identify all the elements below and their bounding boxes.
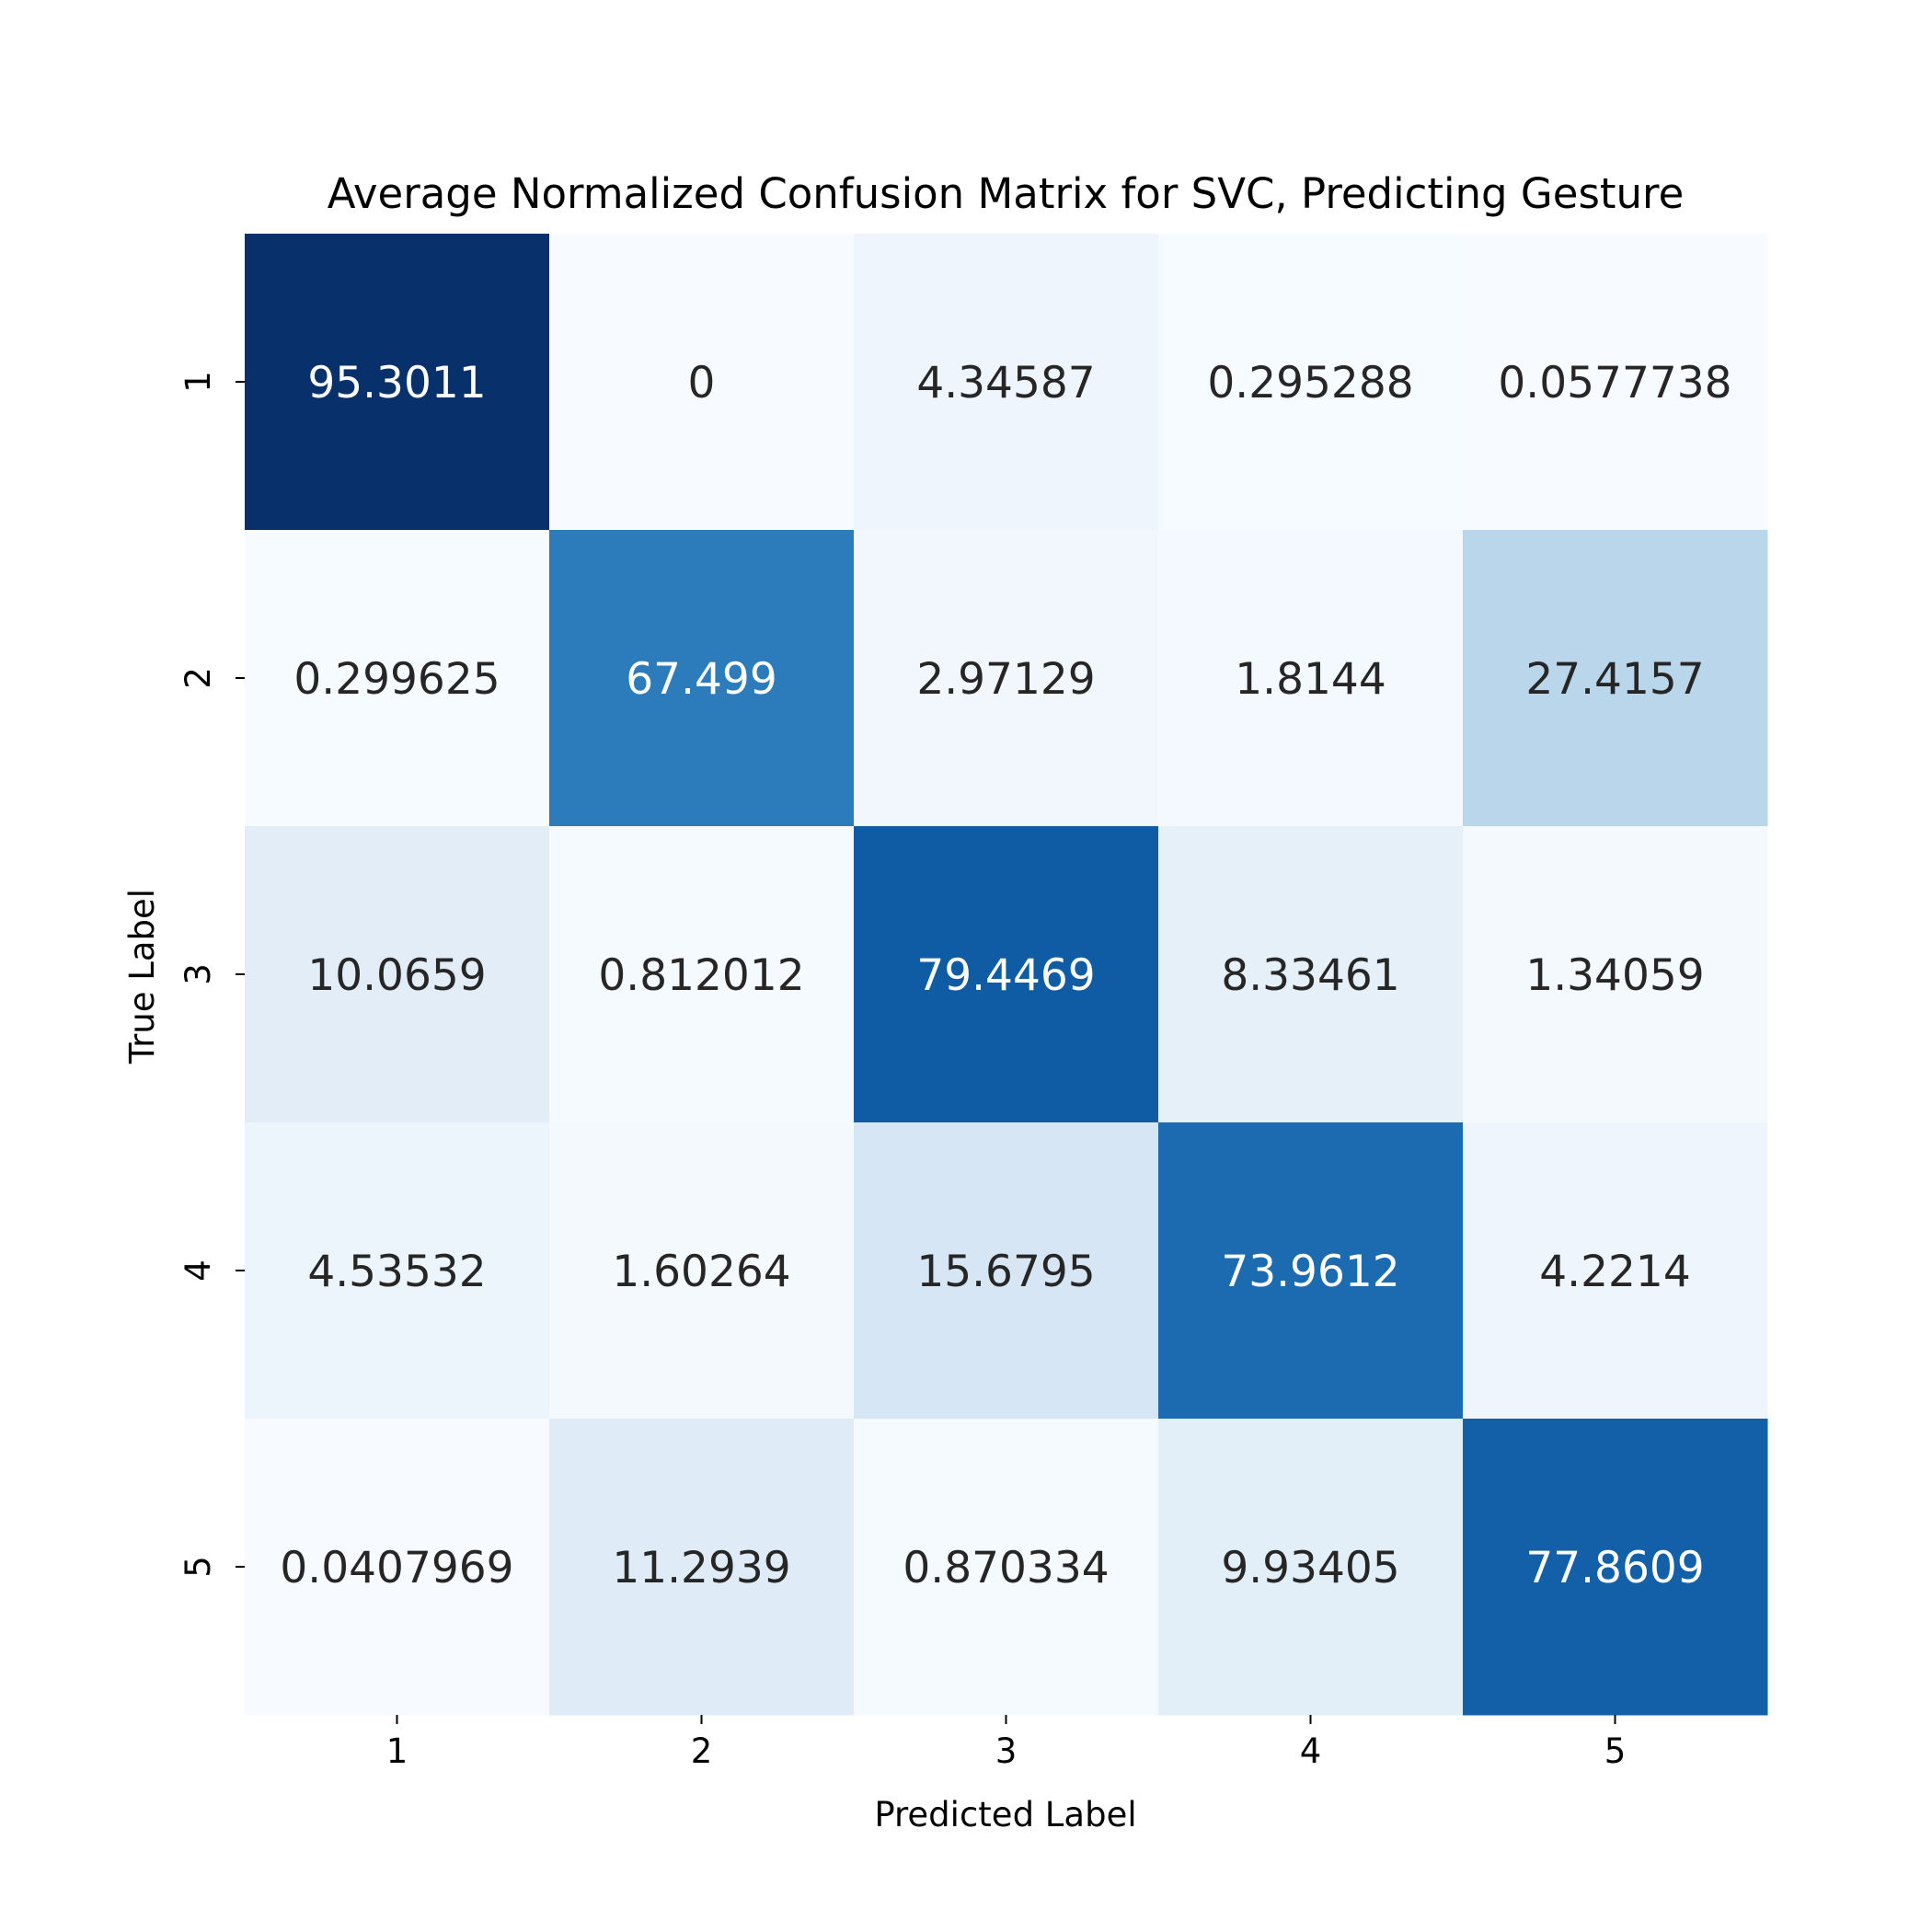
x-tick-label: 3 [995,1731,1018,1771]
heatmap-cell-r2-c2 [549,530,855,827]
cell-value-label-r2-c3: 2.97129 [916,654,1095,705]
heatmap-cell-r2-c4 [1158,530,1464,827]
y-tick-label: 1 [178,371,218,393]
heatmap-cell-r1-c3 [854,234,1159,531]
cell-value-label-r1-c1: 95.3011 [307,358,486,408]
heatmap-cell-r1-c5 [1463,234,1768,531]
heatmap-cell-r2-c3 [854,530,1159,827]
cell-value-label-r3-c1: 10.0659 [307,950,486,1001]
cell-value-label-r1-c3: 4.34587 [916,358,1095,408]
heatmap-cell-r5-c5 [1463,1419,1768,1716]
x-tick-label: 2 [691,1731,713,1771]
cell-value-label-r5-c1: 0.0407969 [280,1543,513,1593]
cell-value-label-r2-c2: 67.499 [626,654,776,705]
heatmap-cell-r1-c2 [549,234,855,531]
cell-value-label-r5-c4: 9.93405 [1221,1543,1399,1593]
heatmap-cell-r4-c5 [1463,1122,1768,1420]
x-tick-label: 4 [1300,1731,1322,1771]
y-tick-label: 5 [178,1556,218,1578]
heatmap-cell-r3-c4 [1158,826,1464,1123]
cell-value-label-r4-c2: 1.60264 [612,1247,790,1297]
y-tick-label: 3 [178,963,218,985]
heatmap-cell-r3-c5 [1463,826,1768,1123]
heatmap-cell-r5-c2 [549,1419,855,1716]
cell-value-label-r3-c2: 0.812012 [598,950,804,1001]
cell-value-label-r2-c5: 27.4157 [1525,654,1704,705]
x-tick-label: 5 [1604,1731,1627,1771]
y-axis-ticks: 1 2 3 4 5 [178,371,245,1578]
cell-value-label-r4-c3: 15.6795 [916,1247,1095,1297]
cell-value-label-r3-c4: 8.33461 [1221,950,1399,1001]
heatmap-cell-r4-c4 [1158,1122,1464,1420]
cell-value-label-r5-c5: 77.8609 [1525,1543,1704,1593]
chart-title: Average Normalized Confusion Matrix for … [328,169,1685,218]
cell-value-label-r3-c5: 1.34059 [1525,950,1704,1001]
heatmap-cell-r3-c1 [245,826,550,1123]
cell-value-label-r3-c3: 79.4469 [916,950,1095,1001]
cell-value-label-r4-c1: 4.53532 [307,1247,486,1297]
heatmap-cell-labels: 95.3011 0 4.34587 0.295288 0.0577738 0.299625… [280,358,1731,1593]
cell-value-label-r5-c3: 0.870334 [903,1543,1109,1593]
heatmap-cell-r5-c4 [1158,1419,1464,1716]
cell-value-label-r2-c4: 1.8144 [1235,654,1386,705]
y-tick-label: 4 [178,1259,218,1282]
x-axis-label: Predicted Label [874,1795,1136,1834]
heatmap-cell-r5-c1 [245,1419,550,1716]
heatmap-cell-r2-c5 [1463,530,1768,827]
heatmap-cell-r1-c4 [1158,234,1464,531]
x-tick-label: 1 [386,1731,408,1771]
cell-value-label-r4-c4: 73.9612 [1221,1247,1399,1297]
cell-value-label-r4-c5: 4.2214 [1539,1247,1690,1297]
y-axis-label: True Label [122,889,162,1064]
cell-value-label-r1-c2: 0 [688,358,716,408]
cell-value-label-r2-c1: 0.299625 [293,654,500,705]
x-axis-ticks: 1 2 3 4 5 [386,1715,1627,1771]
cell-value-label-r1-c5: 0.0577738 [1498,358,1731,408]
cell-value-label-r1-c4: 0.295288 [1207,358,1413,408]
heatmap-cell-r4-c3 [854,1122,1159,1420]
heatmap-cell-r1-c1 [245,234,550,531]
cell-value-label-r5-c2: 11.2939 [612,1543,790,1593]
heatmap-cell-r3-c2 [549,826,855,1123]
heatmap-cell-r2-c1 [245,530,550,827]
heatmap-cell-r4-c1 [245,1122,550,1420]
heatmap-cell-r3-c3 [854,826,1159,1123]
heatmap-cells [245,234,1768,1716]
heatmap-cell-r5-c3 [854,1419,1159,1716]
y-tick-label: 2 [178,667,218,689]
heatmap-cell-r4-c2 [549,1122,855,1420]
